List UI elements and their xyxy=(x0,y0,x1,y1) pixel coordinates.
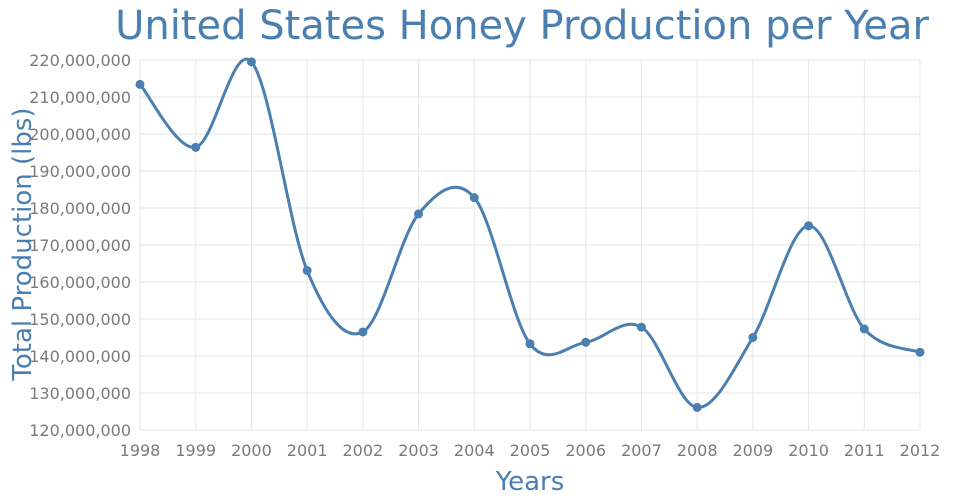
x-tick-label: 2002 xyxy=(342,441,383,460)
x-tick-label: 1999 xyxy=(175,441,216,460)
y-tick-label: 200,000,000 xyxy=(29,125,131,144)
y-tick-label: 160,000,000 xyxy=(29,273,131,292)
data-point xyxy=(915,347,925,357)
data-point xyxy=(302,266,312,276)
x-tick-label: 2004 xyxy=(454,441,495,460)
data-point xyxy=(414,209,424,219)
data-point xyxy=(246,57,256,67)
x-tick-label: 1998 xyxy=(120,441,161,460)
y-tick-label: 140,000,000 xyxy=(29,347,131,366)
y-axis-title: Total Production (lbs) xyxy=(8,107,38,381)
x-tick-label: 2008 xyxy=(677,441,718,460)
x-tick-label: 2011 xyxy=(844,441,885,460)
y-tick-label: 130,000,000 xyxy=(29,384,131,403)
data-point xyxy=(581,337,591,347)
data-point xyxy=(804,221,814,231)
y-tick-label: 150,000,000 xyxy=(29,310,131,329)
y-tick-label: 180,000,000 xyxy=(29,199,131,218)
chart-title: United States Honey Production per Year xyxy=(115,3,929,49)
y-tick-label: 190,000,000 xyxy=(29,162,131,181)
x-tick-label: 2007 xyxy=(621,441,662,460)
series-line xyxy=(138,57,921,409)
data-point xyxy=(859,324,869,334)
data-point xyxy=(748,333,758,342)
data-point xyxy=(692,402,702,412)
data-point xyxy=(469,193,479,203)
x-tick-label: 2003 xyxy=(398,441,439,460)
x-tick-label: 2001 xyxy=(287,441,328,460)
x-tick-label: 2010 xyxy=(788,441,829,460)
data-point xyxy=(358,327,368,337)
y-tick-label: 170,000,000 xyxy=(29,236,131,255)
y-tick-label: 120,000,000 xyxy=(29,421,131,440)
x-axis-ticks: 1998 1999 2000 2001 2002 2003 2004 2005 2006 2007… xyxy=(120,441,941,460)
data-point xyxy=(135,79,145,89)
y-tick-label: 210,000,000 xyxy=(29,88,131,107)
x-tick-label: 2006 xyxy=(565,441,606,460)
data-point xyxy=(191,142,201,152)
x-tick-label: 2005 xyxy=(510,441,551,460)
y-tick-label: 220,000,000 xyxy=(29,51,131,70)
x-tick-label: 2000 xyxy=(231,441,272,460)
data-point xyxy=(525,339,535,349)
data-point xyxy=(636,322,646,332)
grid xyxy=(139,59,921,431)
x-tick-label: 2009 xyxy=(732,441,773,460)
data-points xyxy=(135,57,925,412)
x-tick-label: 2012 xyxy=(900,441,941,460)
y-axis-ticks: 120,000,000 130,000,000 140,000,000 150,000… xyxy=(29,51,131,440)
x-axis-title: Years xyxy=(495,467,565,497)
